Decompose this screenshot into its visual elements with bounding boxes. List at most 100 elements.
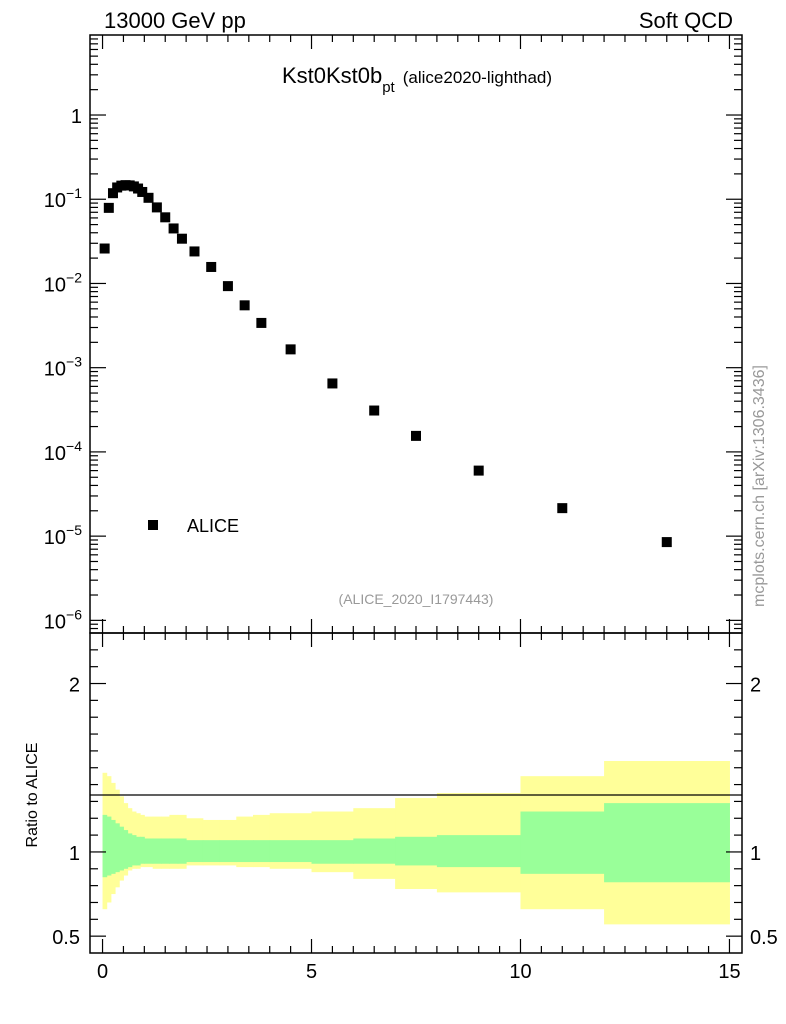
ratio-y-tick-label-right: 0.5 xyxy=(750,927,778,949)
y-tick-label: 1 xyxy=(71,106,82,128)
main-axis-ticks xyxy=(90,35,742,633)
ratio-stat-band xyxy=(152,838,162,864)
ratio-stat-band xyxy=(269,840,313,863)
data-point xyxy=(168,223,179,234)
main-panel: 110−110−210−310−410−510−6 Kst0Kst0bpt(al… xyxy=(44,34,743,634)
data-point xyxy=(137,186,148,197)
ratio-stat-band xyxy=(119,826,124,871)
ratio-stat-band xyxy=(395,836,438,866)
main-data-markers xyxy=(99,180,672,548)
y-tick-label-exponent: −6 xyxy=(66,606,82,622)
data-point xyxy=(473,465,484,476)
data-point xyxy=(369,405,380,416)
ratio-stat-band xyxy=(353,838,396,864)
ratio-stat-band xyxy=(311,840,354,864)
ratio-stat-band xyxy=(102,814,108,878)
data-point xyxy=(160,212,171,223)
ratio-stat-band xyxy=(520,811,605,874)
plot-title: Kst0Kst0bpt (alice2020-lighthad) xyxy=(282,63,552,96)
y-tick-label-exponent: −5 xyxy=(66,522,82,538)
ratio-stat-band xyxy=(161,838,170,864)
y-tick-label-base: 10 xyxy=(44,611,66,633)
ratio-stat-band xyxy=(186,840,204,863)
data-point xyxy=(99,243,110,254)
data-point xyxy=(411,430,421,441)
y-tick-label-exponent: −3 xyxy=(66,354,82,370)
ratio-stat-band xyxy=(177,838,187,864)
data-point xyxy=(176,233,187,244)
ratio-stat-band xyxy=(123,830,129,869)
y-tick-label-base: 10 xyxy=(44,274,66,296)
ratio-stat-band xyxy=(106,816,112,876)
ratio-y-tick-label-right: 2 xyxy=(750,675,761,697)
ratio-y-axis-label: Ratio to ALICE xyxy=(24,743,41,848)
ratio-frame xyxy=(89,632,743,954)
y-tick-label-exponent: −4 xyxy=(66,438,82,454)
y-tick-label: 10−2 xyxy=(44,269,82,296)
ratio-panel: 0.5 0.5 1 1 2 2 0 5 10 15 Ratio to ALICE xyxy=(24,632,778,983)
x-tick-labels: 0 5 10 15 xyxy=(97,961,741,983)
legend-marker xyxy=(148,520,158,530)
data-point xyxy=(222,281,233,292)
ratio-stat-band xyxy=(115,823,120,873)
data-point xyxy=(151,202,162,213)
y-tick-label-base: 10 xyxy=(44,527,66,549)
data-point xyxy=(327,378,338,389)
x-tick-label: 10 xyxy=(509,961,531,983)
plot-title-sub: pt xyxy=(382,79,395,96)
ratio-stat-band xyxy=(436,835,521,868)
data-point xyxy=(103,202,114,213)
ratio-axis-ticks xyxy=(90,633,742,953)
ratio-y-tick-label-left: 0.5 xyxy=(52,927,80,949)
data-point xyxy=(661,537,672,548)
y-tick-label: 10−3 xyxy=(44,354,82,381)
y-tick-label-exponent: −2 xyxy=(66,269,82,285)
main-y-tick-labels: 110−110−210−310−410−510−6 xyxy=(44,106,82,633)
data-point xyxy=(285,344,296,355)
ratio-y-tick-label-left: 2 xyxy=(69,675,80,697)
x-tick-label: 0 xyxy=(97,961,108,983)
ratio-stat-band xyxy=(140,836,145,864)
y-tick-label-base: 10 xyxy=(44,443,66,465)
ratio-stat-band xyxy=(169,838,179,864)
ratio-uncertainty-bands xyxy=(102,761,730,925)
analysis-id: (ALICE_2020_I1797443) xyxy=(339,591,494,607)
y-tick-label-base: 10 xyxy=(44,190,66,212)
data-point xyxy=(143,192,154,203)
x-tick-label: 5 xyxy=(306,961,317,983)
ratio-stat-band xyxy=(604,803,730,883)
legend-label: ALICE xyxy=(187,516,239,536)
data-point xyxy=(557,503,568,514)
plot-title-main: Kst0Kst0b xyxy=(282,63,382,88)
y-tick-label-base: 1 xyxy=(71,106,82,128)
y-tick-label-base: 10 xyxy=(44,359,66,381)
ratio-stat-band xyxy=(135,836,141,866)
ratio-stat-band xyxy=(202,840,221,863)
y-tick-label: 10−4 xyxy=(44,438,82,465)
ratio-stat-band xyxy=(127,833,133,868)
data-point xyxy=(239,300,250,311)
data-point xyxy=(206,261,217,272)
x-tick-label: 15 xyxy=(718,961,740,983)
ratio-stat-band xyxy=(236,840,254,863)
data-point xyxy=(107,188,118,199)
ratio-stat-band xyxy=(219,840,237,863)
ratio-stat-band xyxy=(110,819,116,874)
ratio-stat-band xyxy=(144,838,154,864)
y-tick-label: 10−6 xyxy=(44,606,82,633)
ratio-y-tick-label-right: 1 xyxy=(750,843,761,865)
header-right: Soft QCD xyxy=(639,8,733,33)
ratio-y-tick-labels: 0.5 0.5 1 1 2 2 xyxy=(52,675,778,950)
y-tick-label-exponent: −1 xyxy=(66,185,82,201)
header-left: 13000 GeV pp xyxy=(104,8,246,33)
ratio-y-tick-label-left: 1 xyxy=(69,843,80,865)
watermark: mcplots.cern.ch [arXiv:1306.3436] xyxy=(751,365,768,607)
data-point xyxy=(189,246,200,257)
ratio-stat-band xyxy=(253,840,271,863)
plot-title-suffix: (alice2020-lighthad) xyxy=(403,68,552,87)
y-tick-label: 10−1 xyxy=(44,185,82,212)
data-point xyxy=(256,317,267,328)
ratio-stat-band xyxy=(131,835,137,866)
y-tick-label: 10−5 xyxy=(44,522,82,549)
